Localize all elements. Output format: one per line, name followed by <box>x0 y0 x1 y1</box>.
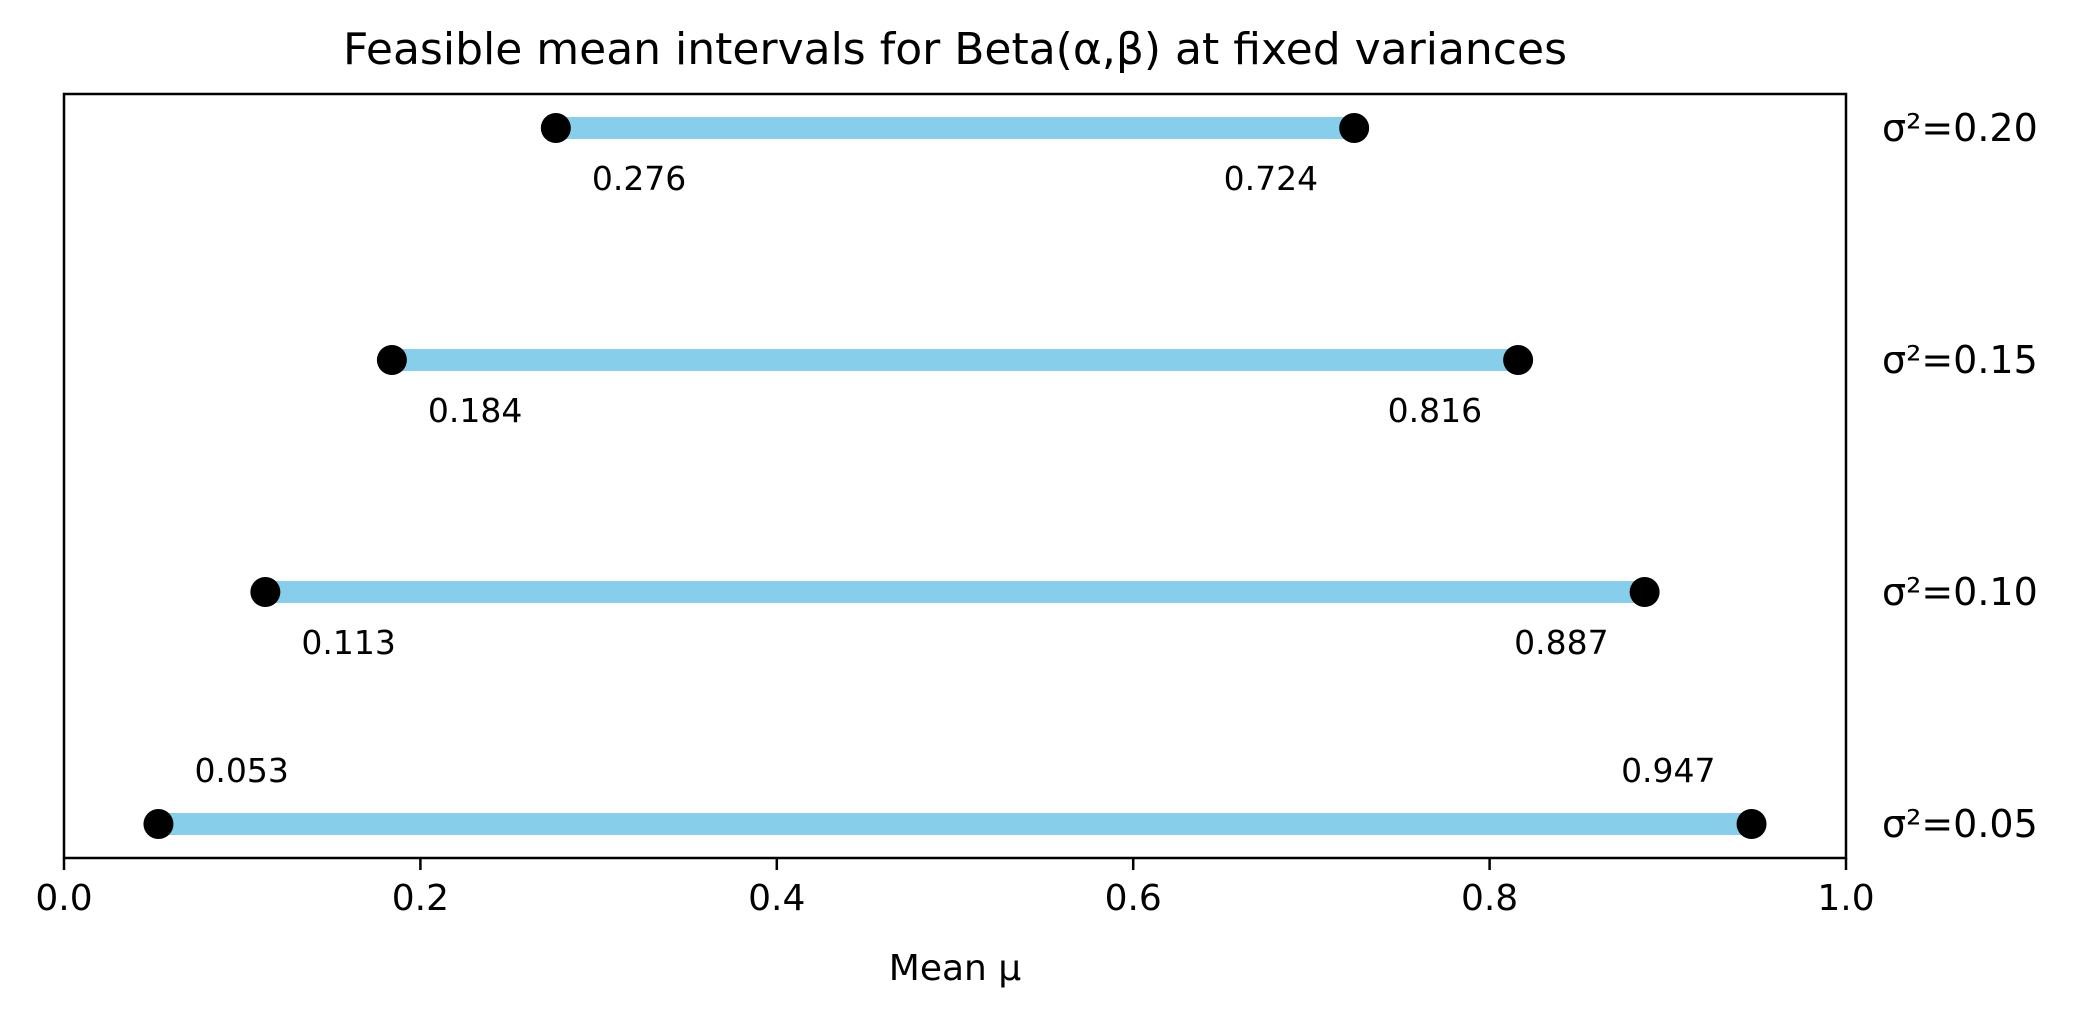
x-tick-label: 0.2 <box>392 878 449 919</box>
variance-row-label: σ²=0.05 <box>1882 802 2038 846</box>
interval-high-endpoint <box>1629 577 1660 607</box>
interval-row: 0.053 0.947 σ²=0.05 <box>143 751 2038 846</box>
interval-high-endpoint <box>1339 113 1370 143</box>
interval-row: 0.113 0.887 σ²=0.10 <box>250 570 2038 662</box>
interval-low-endpoint <box>250 577 281 607</box>
plot-area-frame <box>62 92 1848 860</box>
x-tick-label: 1.0 <box>1817 878 1874 919</box>
interval-low-endpoint <box>376 345 407 375</box>
interval-low-endpoint <box>143 809 174 839</box>
interval-high-label: 0.947 <box>1621 751 1715 790</box>
x-tick-label: 0.6 <box>1105 878 1162 919</box>
interval-low-label: 0.053 <box>194 751 288 790</box>
interval-low-label: 0.184 <box>428 391 522 430</box>
x-axis-label: Mean μ <box>889 948 1022 989</box>
x-tick-label: 0.8 <box>1461 878 1518 919</box>
interval-low-endpoint <box>540 113 571 143</box>
interval-row: 0.276 0.724 σ²=0.20 <box>540 106 2038 198</box>
interval-low-label: 0.113 <box>301 623 395 662</box>
interval-high-label: 0.724 <box>1224 159 1318 198</box>
x-tick-label: 0.0 <box>35 878 92 919</box>
x-tick-label: 0.4 <box>748 878 805 919</box>
interval-high-endpoint <box>1736 809 1767 839</box>
variance-row-label: σ²=0.15 <box>1882 338 2038 382</box>
interval-high-endpoint <box>1503 345 1534 375</box>
interval-high-label: 0.816 <box>1388 391 1482 430</box>
x-axis: 0.0 0.2 0.4 0.6 0.8 1.0 <box>35 858 1875 919</box>
interval-row: 0.184 0.816 σ²=0.15 <box>376 338 2038 430</box>
variance-row-label: σ²=0.10 <box>1882 570 2038 614</box>
chart-title: Feasible mean intervals for Beta(α,β) at… <box>343 24 1567 75</box>
interval-high-label: 0.887 <box>1514 623 1608 662</box>
interval-low-label: 0.276 <box>592 159 686 198</box>
variance-row-label: σ²=0.20 <box>1882 106 2038 150</box>
